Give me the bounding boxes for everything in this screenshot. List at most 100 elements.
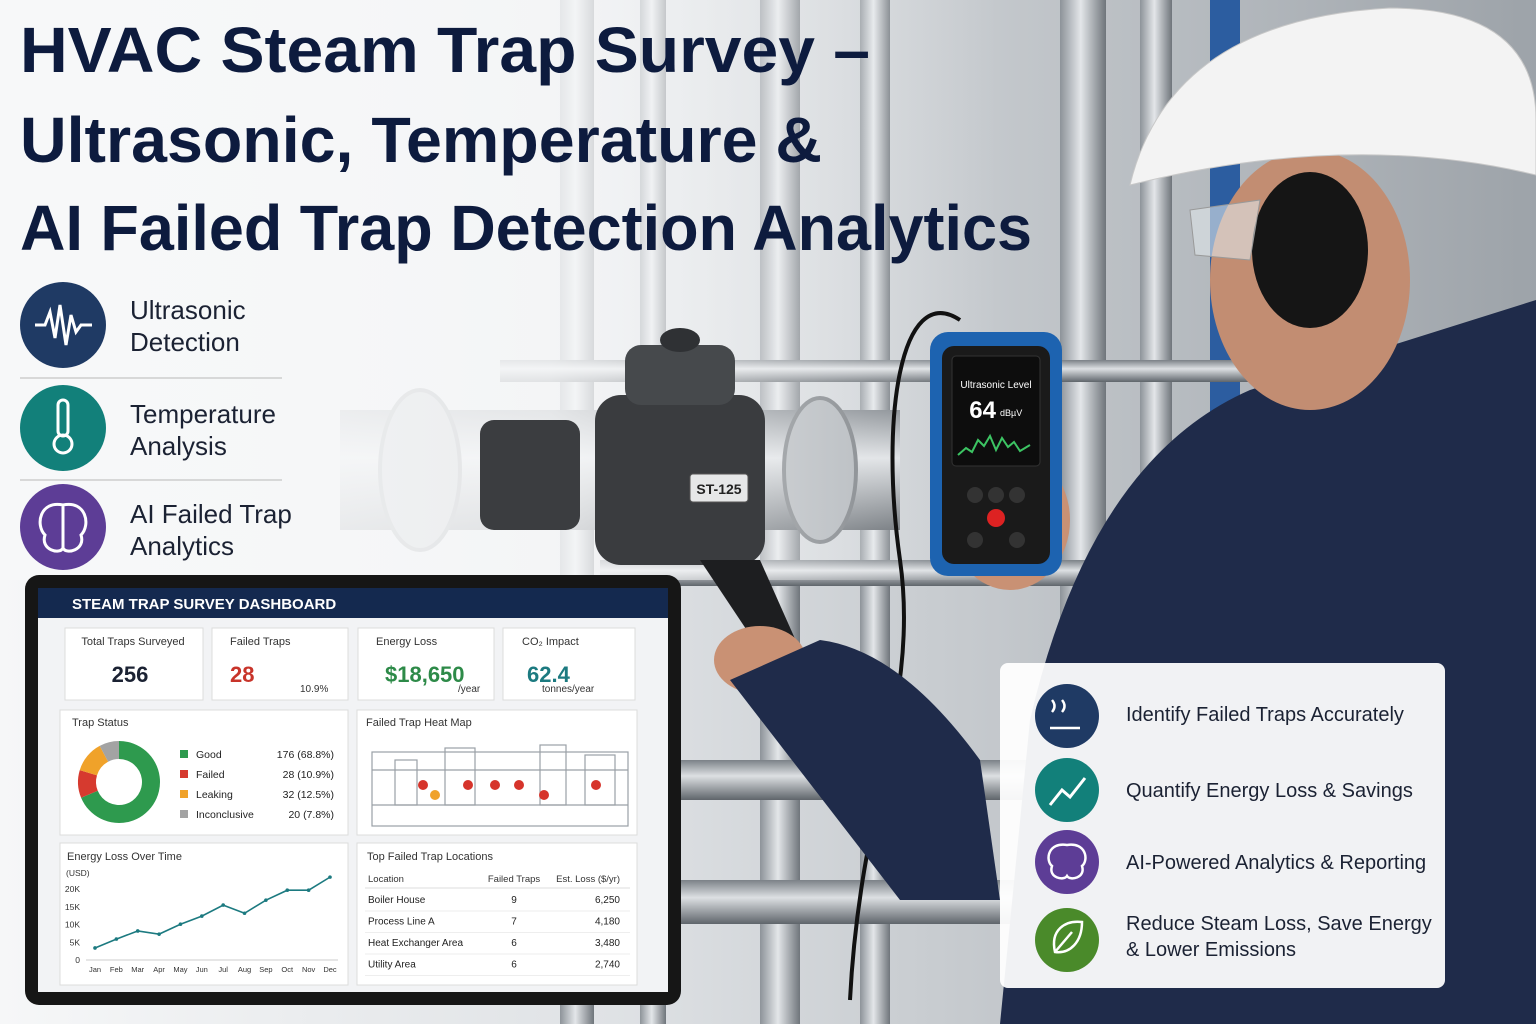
x-tick-label: Jan: [89, 965, 101, 974]
feature-label: Detection: [130, 327, 240, 357]
thermometer-icon: [52, 433, 74, 455]
heat-dot: [514, 780, 524, 790]
table-cell: 3,480: [595, 938, 620, 949]
kpi-value: 62.4: [527, 662, 571, 687]
title-line: Ultrasonic, Temperature &: [20, 104, 822, 176]
line-point: [328, 875, 332, 879]
feature-label: Analysis: [130, 431, 227, 461]
axis-label: (USD): [66, 868, 90, 878]
table-cell: 7: [511, 917, 517, 928]
legend-swatch: [180, 810, 188, 818]
table-cell: 6,250: [595, 895, 620, 906]
donut-slice: [81, 741, 161, 823]
brain-icon: [1047, 843, 1087, 880]
benefit-panel: [1000, 663, 1445, 988]
x-tick-label: Dec: [323, 965, 337, 974]
feature-label: Analytics: [130, 531, 234, 561]
title-line: AI Failed Trap Detection Analytics: [20, 192, 1032, 264]
device-button: [967, 487, 983, 503]
trap-flange: [480, 420, 580, 530]
screen-trace: [957, 433, 1031, 456]
device-value: 64: [969, 397, 996, 424]
heat-dot: [430, 790, 440, 800]
table-cell: 9: [511, 895, 517, 906]
x-tick-label: Apr: [153, 965, 165, 974]
device-screen: [951, 355, 1041, 467]
steam-icon: [1050, 699, 1080, 730]
table-header: Failed Traps: [488, 874, 541, 885]
table-cell: 6: [511, 938, 517, 949]
trap-tag: [689, 473, 749, 503]
kpi-card: [211, 627, 349, 701]
chart-title: Energy Loss Over Time: [67, 851, 182, 863]
kpi-label: Energy Loss: [376, 636, 438, 648]
legend-label: Inconclusive: [196, 809, 254, 821]
legend-swatch: [180, 790, 188, 798]
schematic-tank: [444, 747, 476, 806]
kpi-note: 10.9%: [300, 684, 328, 695]
schematic-frame: [371, 751, 629, 827]
x-tick-label: Feb: [110, 965, 123, 974]
benefit-label: Quantify Energy Loss & Savings: [1126, 780, 1413, 802]
device-label: Ultrasonic Level: [960, 380, 1031, 391]
x-tick-label: Sep: [259, 965, 272, 974]
x-tick-label: Jul: [218, 965, 228, 974]
device-button: [988, 487, 1004, 503]
safety-glasses: [1189, 199, 1261, 261]
x-tick-label: Aug: [238, 965, 251, 974]
panel-title: Failed Trap Heat Map: [366, 717, 472, 729]
line-point: [242, 911, 247, 916]
data-label: 176 (68.8%): [277, 749, 334, 761]
data-label: 28 (10.9%): [283, 769, 334, 781]
line-point: [114, 937, 119, 941]
x-tick-label: Jun: [196, 965, 208, 974]
kpi-value: 256: [112, 662, 149, 687]
legend-label: Leaking: [196, 789, 233, 801]
brain-icon: [38, 502, 88, 553]
ear-muff: [1252, 172, 1368, 328]
x-tick-label: Oct: [281, 965, 294, 974]
schematic-tank: [539, 744, 567, 806]
device-button: [987, 509, 1005, 527]
y-tick-label: 10K: [65, 920, 80, 930]
benefit-label: Identify Failed Traps Accurately: [1126, 704, 1404, 726]
line-series: [94, 876, 331, 949]
panel-title: Top Failed Trap Locations: [367, 851, 493, 863]
line-point: [157, 932, 161, 936]
benefit-icon: [1035, 830, 1099, 894]
x-tick-label: Mar: [131, 965, 144, 974]
heat-dot: [418, 780, 428, 790]
device-button: [1009, 532, 1025, 548]
line-point: [135, 929, 140, 933]
table-cell: 4,180: [595, 917, 620, 928]
tablet: [25, 575, 681, 1005]
line-point: [93, 946, 97, 950]
worker-sleeve: [730, 640, 1000, 900]
line-point: [285, 888, 290, 893]
feature-icons: [20, 282, 282, 570]
chart-title: Trap Status: [72, 717, 129, 729]
device-unit: dBµV: [1000, 408, 1022, 418]
feature-label: Ultrasonic: [130, 295, 246, 325]
line-point: [221, 903, 225, 907]
y-tick-label: 20K: [65, 884, 80, 894]
line-point: [200, 914, 204, 918]
heat-map-schematic: [371, 744, 629, 827]
feature-label: Temperature: [130, 399, 276, 429]
panel: [356, 709, 638, 836]
feature-label: AI Failed Trap: [130, 499, 292, 529]
x-tick-label: Nov: [302, 965, 316, 974]
kpi-note: tonnes/year: [542, 684, 595, 695]
benefit-icon: [1035, 908, 1099, 972]
x-tick-label: May: [173, 965, 187, 974]
table-cell: Boiler House: [368, 895, 426, 906]
heat-dot: [463, 780, 473, 790]
panel: [356, 842, 638, 986]
steam-trap: [595, 395, 765, 565]
panel: [59, 842, 349, 986]
kpi-card: [502, 627, 636, 701]
benefit-icon: [1035, 758, 1099, 822]
benefit-label: & Lower Emissions: [1126, 939, 1296, 961]
